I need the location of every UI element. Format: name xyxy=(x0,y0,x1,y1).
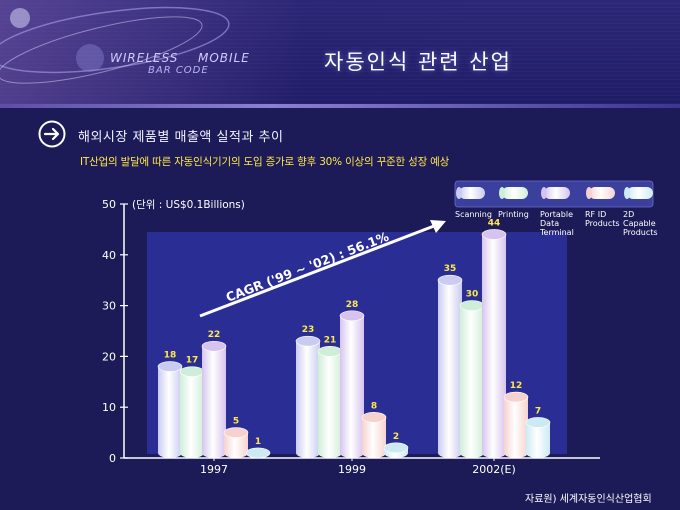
bar-body xyxy=(504,397,528,453)
bar-base xyxy=(438,448,462,458)
header-banner xyxy=(0,0,680,108)
legend-swatch-cap xyxy=(456,187,462,199)
logo-barcode-text: BAR CODE xyxy=(148,65,209,76)
legend-label: 2D Capable Products xyxy=(623,210,658,237)
wireless-barcode-logo: WIRELESS MOBILE BAR CODE xyxy=(0,6,250,84)
bar-value-label: 28 xyxy=(346,300,359,310)
bar-top xyxy=(157,361,183,372)
legend-swatch-cap xyxy=(624,187,630,199)
bar-body xyxy=(202,346,226,453)
legend-swatch xyxy=(627,187,653,199)
bar-base xyxy=(224,448,248,458)
bar-top xyxy=(459,300,485,311)
legend-swatch-cap xyxy=(499,187,505,199)
bar-body xyxy=(180,371,204,453)
bar-top xyxy=(437,274,463,286)
bar-value-label: 23 xyxy=(302,325,315,335)
bar-body xyxy=(482,234,506,453)
bar-value-label: 12 xyxy=(510,381,523,391)
bar-value-label: 17 xyxy=(186,356,199,366)
bar-base xyxy=(362,448,386,458)
bar-value-label: 22 xyxy=(208,330,221,340)
bar-base xyxy=(504,448,528,458)
bar-body xyxy=(158,366,182,453)
bar-top xyxy=(295,335,321,347)
bar-base xyxy=(296,448,320,458)
legend-swatch xyxy=(502,187,528,199)
bar-base xyxy=(202,448,226,458)
legend-label: Scanning xyxy=(455,210,492,219)
y-axis-label: (단위 : US$0.1Billions) xyxy=(132,198,245,211)
bar-value-label: 18 xyxy=(164,351,177,361)
bar-top xyxy=(481,229,507,240)
bar-body xyxy=(438,280,462,453)
x-tick-label: 1999 xyxy=(338,463,366,476)
bar-top xyxy=(223,427,249,438)
legend-label: Printing xyxy=(498,210,529,219)
bar-body xyxy=(296,341,320,453)
section-title: 해외시장 제품별 매출액 실적과 추이 xyxy=(78,130,284,145)
bar-top xyxy=(503,391,529,403)
logo-wireless-text: WIRELESS xyxy=(110,51,178,65)
legend-swatch-cap xyxy=(586,187,592,199)
bar-top xyxy=(317,346,343,357)
bar-top xyxy=(361,412,387,423)
bar-body xyxy=(340,315,364,453)
x-tick-label: 1997 xyxy=(200,463,228,476)
bar-body xyxy=(318,351,342,453)
bar-value-label: 44 xyxy=(488,218,501,228)
bar-base xyxy=(340,448,364,458)
bar-value-label: 30 xyxy=(466,290,479,300)
y-tick-label: 0 xyxy=(109,452,116,465)
y-tick-label: 50 xyxy=(102,198,116,211)
bar-top xyxy=(201,340,227,352)
page-title: 자동인식 관련 산업 xyxy=(324,50,512,74)
y-tick-label: 20 xyxy=(102,350,116,363)
bar-body xyxy=(460,305,484,453)
logo-mobile-text: MOBILE xyxy=(198,51,250,65)
section-subtitle: IT산업의 발달에 따른 자동인식기기의 도입 증가로 향후 30% 이상의 꾸… xyxy=(80,156,450,168)
bar-top xyxy=(245,447,271,459)
bar-base xyxy=(482,448,506,458)
bar-top xyxy=(179,366,205,377)
legend-label: RF ID Products xyxy=(585,210,620,228)
bar-body xyxy=(224,432,248,453)
bar-value-label: 35 xyxy=(444,264,457,274)
y-tick-label: 30 xyxy=(102,300,116,313)
bar-base xyxy=(460,448,484,458)
bar-top xyxy=(525,417,551,428)
bar-base xyxy=(180,448,204,458)
bar-base xyxy=(526,448,550,458)
arrow-right-circle-icon xyxy=(38,120,66,148)
legend-label: Portable Data Terminal xyxy=(539,210,574,237)
bar-top xyxy=(339,310,365,322)
y-tick-label: 10 xyxy=(102,401,116,414)
legend-swatch xyxy=(589,187,615,199)
x-tick-label: 2002(E) xyxy=(472,463,516,476)
legend-swatch xyxy=(459,187,485,199)
bar-value-label: 21 xyxy=(324,335,337,345)
legend-swatch xyxy=(544,187,570,199)
bar-value-label: 8 xyxy=(371,401,377,411)
bar-value-label: 2 xyxy=(393,432,399,442)
bar-value-label: 5 xyxy=(233,417,239,427)
bar-value-label: 7 xyxy=(535,406,541,416)
bar-base xyxy=(318,448,342,458)
cagr-arrow-line xyxy=(199,224,435,318)
bar-base xyxy=(158,448,182,458)
bar-value-label: 1 xyxy=(255,437,261,447)
y-tick-label: 40 xyxy=(102,249,116,262)
bar-body xyxy=(362,417,386,453)
bar-top xyxy=(383,442,409,454)
source-note: 자료원) 세계자동인식산업협회 xyxy=(525,494,652,505)
legend-swatch-cap xyxy=(541,187,547,199)
header-divider xyxy=(0,104,680,108)
cagr-arrow-head xyxy=(430,220,446,233)
